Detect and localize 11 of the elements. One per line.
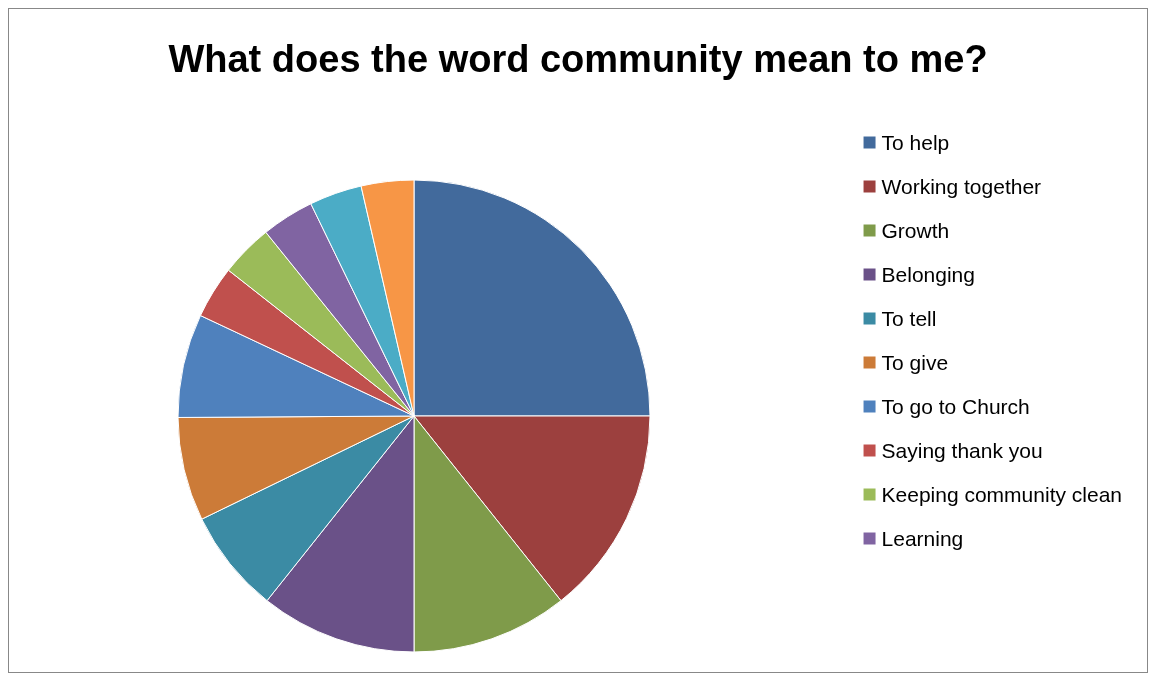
legend-label: Belonging	[881, 263, 975, 286]
legend-label: To help	[881, 131, 950, 154]
legend-label: Saying thank you	[881, 439, 1043, 462]
legend-label: To give	[881, 351, 949, 374]
legend-label: To go to Church	[881, 395, 1030, 418]
legend-label: Keeping community clean	[881, 483, 1122, 506]
legend-label: Working together	[881, 175, 1042, 198]
legend-label: To tell	[881, 307, 937, 330]
legend-label: Learning	[881, 527, 964, 550]
legend-label: Growth	[881, 219, 950, 242]
chart-title: What does the word community mean to me?	[168, 38, 988, 80]
